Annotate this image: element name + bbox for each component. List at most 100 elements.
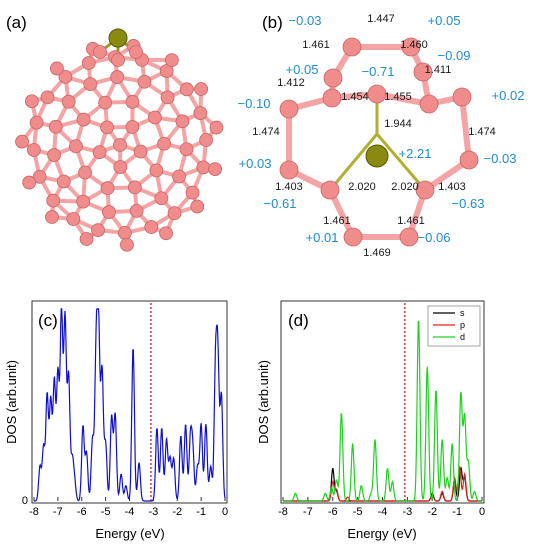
carbon-atom (279, 160, 299, 180)
fullerene-cage-a (15, 28, 224, 252)
y-axis-label-c: DOS (arb.unit) (4, 360, 19, 444)
carbon-atom (56, 174, 71, 189)
carbon-atom (22, 175, 37, 190)
carbon-atom (185, 185, 200, 200)
charge-label: +0.02 (492, 88, 525, 103)
x-tick-label: -5 (101, 506, 111, 518)
bond-length-label: 1.403 (438, 181, 466, 193)
carbon-atom (199, 133, 214, 147)
carbon-atom (61, 94, 76, 109)
carbon-atom (29, 115, 44, 130)
dos-series-p (283, 466, 482, 502)
carbon-atom (92, 145, 107, 159)
carbon-atom (46, 193, 61, 208)
plot-frame-c (31, 300, 228, 504)
bond-length-label: 1.461 (302, 39, 330, 51)
carbon-atom (81, 56, 96, 70)
charge-label: −0.10 (238, 96, 271, 111)
carbon-atom (194, 82, 209, 96)
carbon-atom (415, 180, 435, 200)
x-tick-label: -4 (125, 506, 135, 518)
carbon-atom (83, 77, 98, 92)
carbon-atom (48, 119, 63, 134)
plot-frame-d (280, 300, 485, 504)
carbon-atom (322, 88, 342, 108)
charge-label: +0.03 (239, 156, 272, 171)
charge-label: −0.09 (438, 48, 471, 63)
x-tick-label: -7 (53, 506, 63, 518)
bond-length-label: 1.411 (425, 64, 452, 76)
carbon-atom (208, 162, 223, 176)
carbon-atom (78, 165, 92, 180)
carbon-atom (452, 87, 472, 107)
legend-label-p: p (460, 320, 465, 330)
carbon-atom (110, 70, 125, 84)
carbon-atom (93, 45, 107, 59)
charge-label: −0.61 (264, 196, 297, 211)
carbon-atom (47, 148, 61, 162)
carbon-atom (401, 37, 421, 57)
bond-length-label: 1.412 (277, 77, 305, 89)
carbon-atom (76, 112, 91, 127)
carbon-atom (125, 94, 140, 109)
bond-length-label: 1.454 (341, 91, 369, 103)
x-tick-label: -5 (353, 506, 363, 518)
x-tick-label: -4 (378, 506, 388, 518)
legend-d: s p d (427, 305, 481, 347)
x-tick-label: 0 (222, 506, 228, 518)
x-tick-label: -2 (172, 506, 182, 518)
carbon-atom (413, 62, 433, 82)
carbon-atom (111, 53, 125, 67)
charge-label: +0.01 (306, 230, 339, 245)
y-axis-label-d: DOS (arb.unit) (256, 360, 271, 444)
carbon-atom (459, 150, 479, 170)
carbon-atom (133, 144, 148, 159)
dos-series (34, 308, 226, 502)
charge-label: −0.06 (418, 230, 451, 245)
carbon-atom (15, 134, 29, 149)
carbon-atom (323, 68, 343, 88)
x-axis-label-c: Energy (eV) (95, 526, 164, 541)
bond-length-label: 2.020 (391, 181, 419, 193)
carbon-atom (69, 139, 83, 154)
bond-length-label: 1.455 (384, 91, 412, 103)
metal-atom (365, 144, 389, 168)
carbon-atom (157, 136, 171, 151)
x-tick-label: -1 (452, 506, 462, 518)
carbon-atom (190, 199, 205, 214)
carbon-atom (100, 181, 115, 196)
pdos-plot-d: -8 -7 -6 -5 -4 -3 -2 -1 0 (278, 303, 485, 518)
x-tick-label: -2 (427, 506, 437, 518)
x-tick-label: -1 (196, 506, 206, 518)
bond-length-label: 1.461 (397, 215, 425, 227)
carbon-atom (160, 90, 175, 105)
bond-length-label: 1.469 (363, 247, 391, 259)
carbon-atom (50, 61, 64, 76)
charge-label: +0.05 (428, 13, 461, 28)
carbon-atom (113, 160, 128, 174)
panel-label-d: (d) (288, 311, 309, 330)
bond-length-label: 1.474 (468, 126, 496, 138)
x-tick-label: 0 (479, 506, 485, 518)
x-tick-label: -6 (328, 506, 338, 518)
legend-label-s: s (460, 308, 465, 318)
carbon-atom (120, 237, 134, 252)
x-tick-label: -3 (402, 506, 412, 518)
carbon-atom (320, 180, 340, 200)
carbon-atom (144, 220, 159, 234)
bond-length-label: 1.474 (252, 126, 280, 138)
bond-length-label: 1.461 (323, 215, 351, 227)
x-tick-label: -8 (278, 506, 288, 518)
carbon-atom (179, 82, 194, 97)
metal-bond (328, 133, 379, 191)
charge-label: −0.63 (452, 196, 485, 211)
carbon-atom (172, 169, 186, 184)
carbon-atom (129, 45, 143, 59)
charge-label: −0.71 (362, 64, 395, 79)
panel-label-b: (b) (262, 13, 283, 32)
legend-label-d: d (460, 332, 465, 342)
dos-plot-c: -8 -7 -6 -5 -4 -3 -2 -1 0 0 (22, 303, 228, 518)
bond-length-label: 1.944 (384, 118, 412, 130)
carbon-atom (137, 74, 152, 89)
